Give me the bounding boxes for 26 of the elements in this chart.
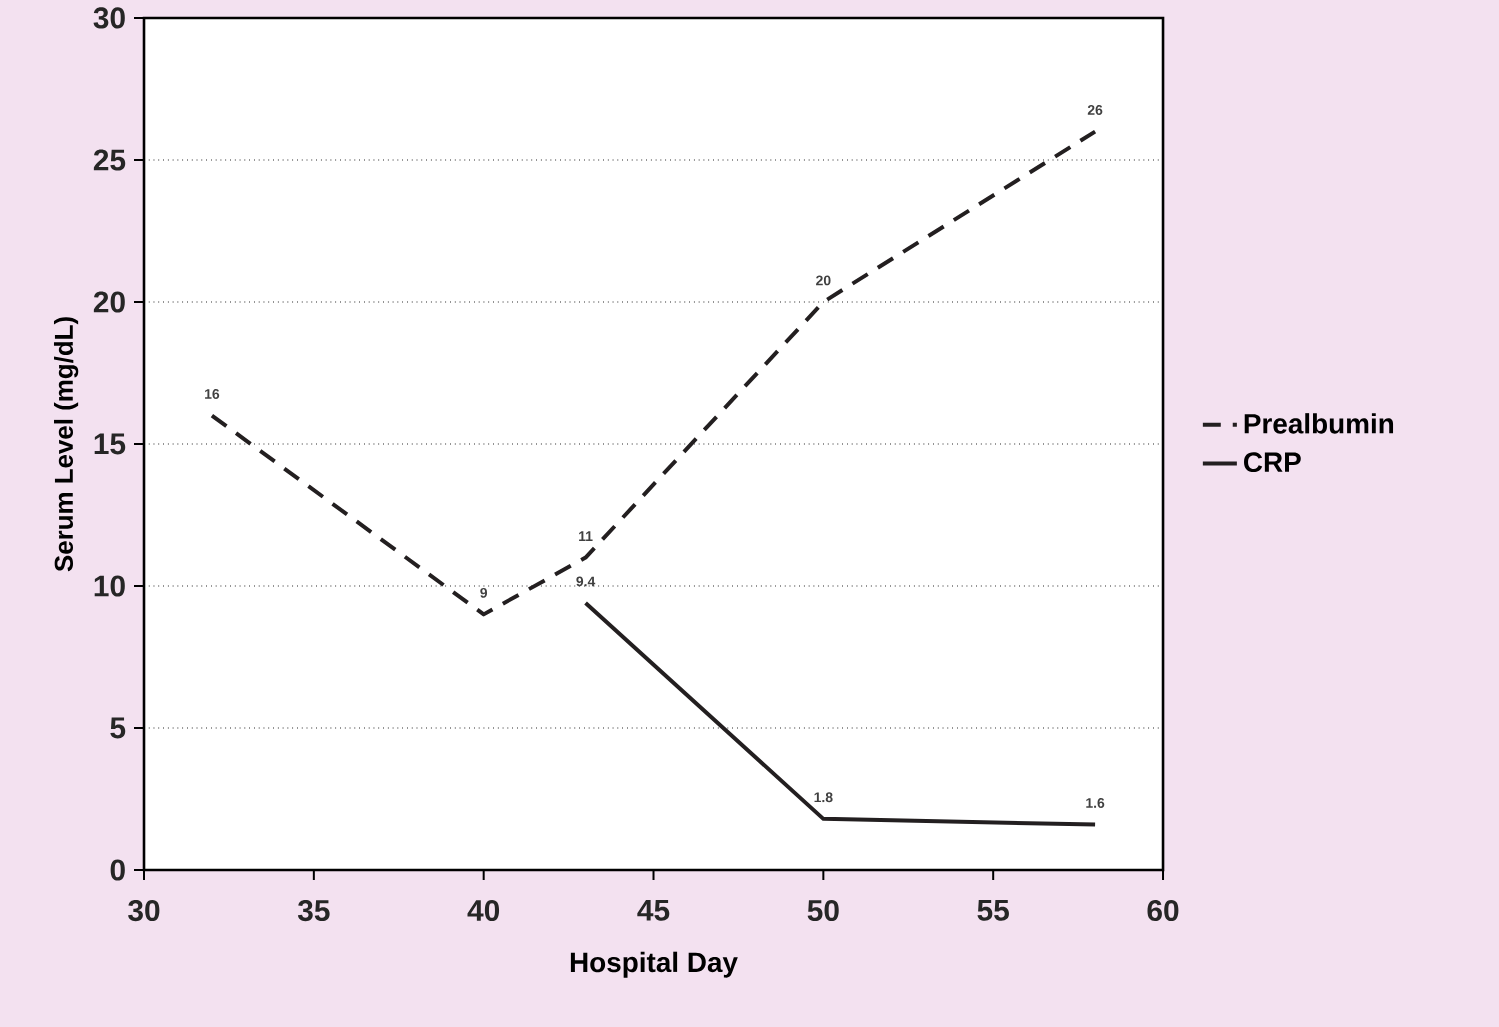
x-tick-label: 45 xyxy=(637,899,670,921)
x-tick-label: 60 xyxy=(1147,899,1179,922)
legend-label: Prealbumin xyxy=(1244,413,1394,434)
y-axis-title: Serum Level (mg/dL) xyxy=(53,317,79,572)
y-tick-label: 10 xyxy=(94,575,125,597)
y-tick-label: 0 xyxy=(110,859,125,881)
x-axis-title: Hospital Day xyxy=(570,951,738,978)
x-tick-label: 35 xyxy=(297,899,330,922)
y-tick-label: 20 xyxy=(93,291,125,313)
legend-label: CRP xyxy=(1244,452,1301,473)
x-tick-label: 40 xyxy=(467,899,500,922)
data-label: 9 xyxy=(480,587,488,598)
data-label: 1.8 xyxy=(814,792,833,803)
data-label: 20 xyxy=(816,275,831,286)
y-tick-label: 5 xyxy=(110,717,126,739)
data-label: 16 xyxy=(205,389,220,399)
y-tick-label: 15 xyxy=(94,433,126,455)
data-label: 1.6 xyxy=(1086,798,1105,808)
data-label: 11 xyxy=(579,531,593,541)
x-tick-label: 30 xyxy=(128,899,160,922)
x-tick-label: 50 xyxy=(807,899,839,922)
y-tick-label: 30 xyxy=(93,7,125,29)
data-label: 9.4 xyxy=(576,576,596,587)
y-tick-label: 25 xyxy=(93,149,126,171)
x-tick-label: 55 xyxy=(977,899,1009,921)
data-label: 26 xyxy=(1087,105,1103,115)
